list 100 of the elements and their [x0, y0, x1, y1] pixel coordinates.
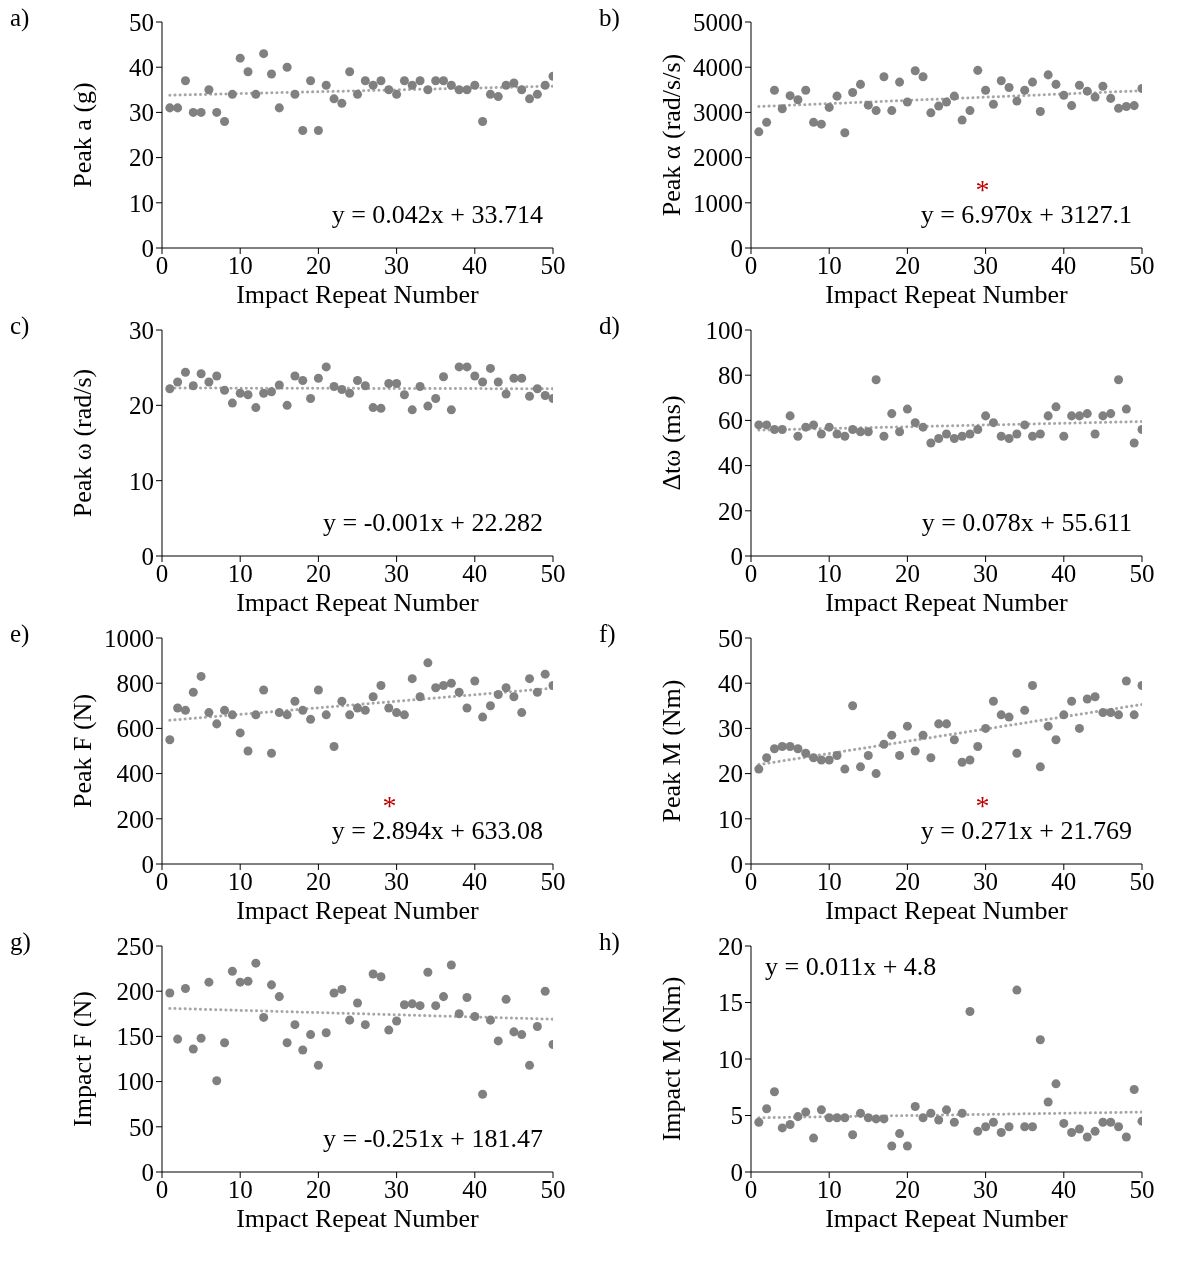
x-axis-title: Impact Repeat Number: [824, 896, 1069, 926]
point: [1082, 86, 1092, 96]
point: [540, 391, 550, 401]
point: [840, 1113, 850, 1123]
y-tick-label: 40: [718, 452, 743, 480]
point: [337, 98, 347, 108]
point: [235, 53, 245, 63]
point: [879, 72, 889, 82]
point: [493, 689, 503, 700]
point: [407, 405, 417, 415]
point: [212, 107, 222, 117]
point: [1020, 420, 1030, 430]
point: [1067, 1127, 1077, 1137]
point: [1028, 680, 1038, 690]
y-tick-label: 0: [730, 1158, 743, 1186]
point: [1012, 96, 1022, 106]
point: [934, 101, 944, 111]
x-tick-label: 30: [384, 1175, 410, 1203]
point: [540, 986, 550, 996]
point: [454, 85, 464, 95]
point: [926, 438, 936, 448]
point: [290, 371, 300, 381]
point: [259, 388, 269, 398]
point: [407, 999, 417, 1009]
point: [196, 107, 206, 117]
point: [895, 1129, 905, 1139]
y-axis-title: Peak a (g): [68, 82, 98, 188]
x-tick-label: 30: [973, 1175, 999, 1203]
point: [454, 1009, 464, 1019]
point: [431, 683, 441, 693]
point: [981, 85, 991, 95]
point: [1082, 409, 1092, 419]
point: [1020, 1122, 1030, 1132]
point: [392, 378, 402, 388]
x-axis-title: Impact Repeat Number: [235, 588, 480, 618]
point: [478, 116, 488, 126]
point: [392, 1016, 402, 1026]
point: [329, 381, 339, 392]
point: [423, 658, 433, 668]
point: [399, 1000, 409, 1010]
point: [1043, 70, 1053, 80]
point: [251, 89, 261, 99]
point: [988, 99, 998, 109]
point: [863, 427, 873, 437]
point: [165, 735, 175, 745]
point: [1074, 80, 1084, 90]
point: [431, 394, 441, 404]
point: [965, 1007, 975, 1017]
point: [793, 744, 803, 754]
point: [352, 703, 363, 713]
x-axis-title: Impact Repeat Number: [235, 1204, 480, 1234]
point: [298, 125, 308, 135]
point: [266, 980, 276, 990]
y-axis-title: Δtω (ms): [657, 395, 687, 491]
point: [871, 1114, 881, 1124]
point: [809, 1133, 819, 1143]
point: [220, 1038, 230, 1048]
point: [259, 1012, 269, 1022]
point: [809, 420, 819, 430]
point: [431, 1001, 441, 1011]
point: [957, 431, 967, 441]
point: [848, 701, 858, 711]
point: [1035, 762, 1045, 772]
point: [368, 80, 378, 90]
x-tick-label: 30: [973, 867, 999, 895]
point: [415, 692, 425, 702]
point: [1004, 1122, 1014, 1132]
point: [180, 76, 190, 86]
point: [840, 431, 850, 441]
point: [824, 1113, 834, 1123]
point: [485, 363, 495, 373]
y-axis-title: Impact F (N): [68, 991, 98, 1127]
point: [345, 67, 355, 77]
point: [274, 992, 284, 1002]
point: [762, 1104, 772, 1114]
point: [996, 1127, 1006, 1137]
point: [493, 377, 503, 387]
x-tick-label: 10: [227, 1175, 253, 1203]
point: [243, 746, 253, 756]
point: [957, 1108, 967, 1118]
y-tick-label: 10: [718, 1045, 743, 1073]
y-tick-label: 100: [705, 316, 743, 344]
point: [1121, 102, 1131, 112]
point: [298, 705, 308, 715]
point: [769, 1087, 779, 1097]
point: [1028, 77, 1038, 87]
x-tick-label: 50: [540, 867, 566, 895]
point: [399, 76, 409, 86]
point: [454, 687, 464, 697]
point: [1098, 81, 1108, 91]
point: [1004, 712, 1014, 722]
point: [282, 710, 292, 720]
point: [926, 753, 936, 763]
point: [376, 972, 386, 982]
chart-title: e): [10, 620, 30, 648]
point: [173, 103, 183, 113]
point: [384, 1025, 394, 1035]
y-tick-label: 30: [129, 99, 154, 127]
point: [321, 710, 331, 720]
point: [918, 1113, 928, 1123]
